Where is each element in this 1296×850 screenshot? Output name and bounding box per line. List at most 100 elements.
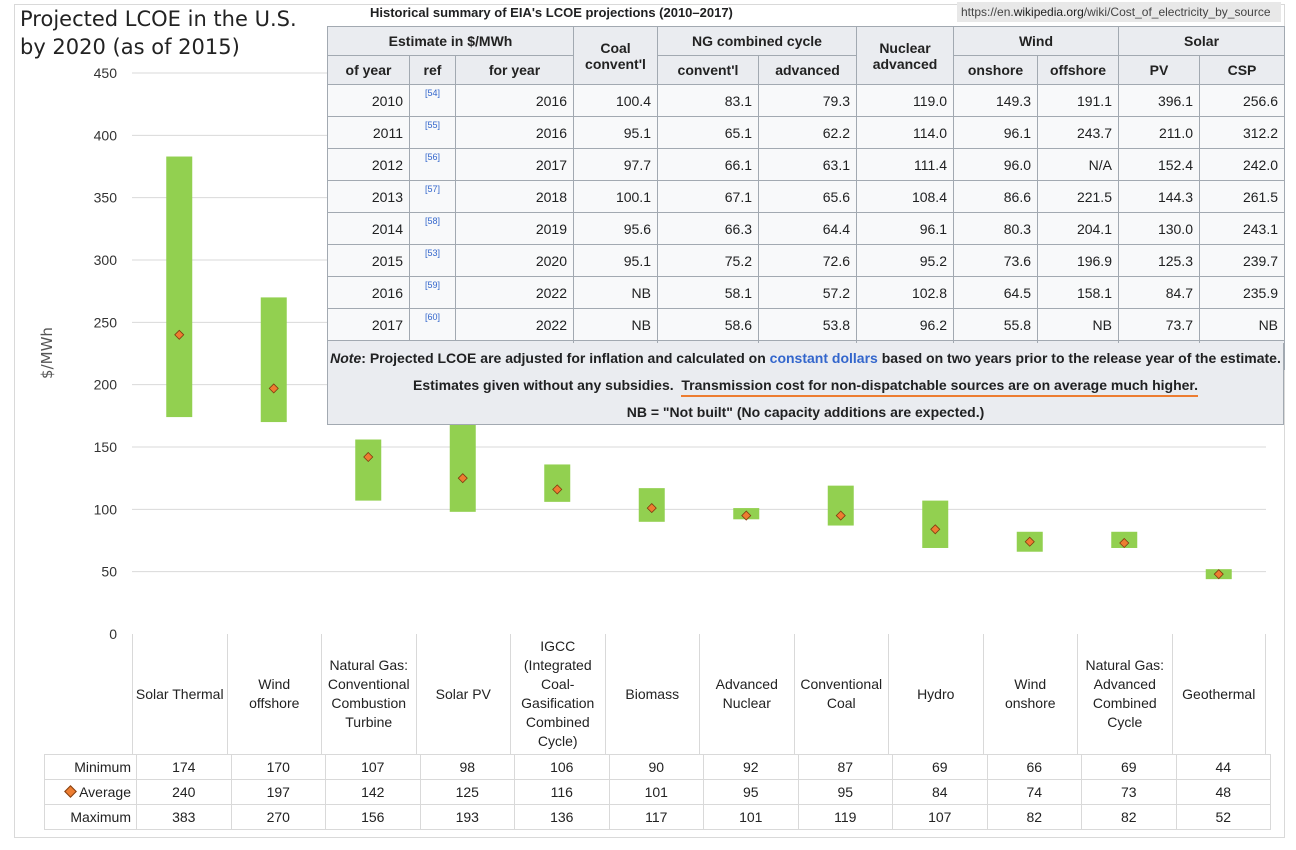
y-tick-label: 350 — [94, 190, 118, 206]
stats-cell: 170 — [230, 754, 326, 780]
header-onshore: onshore — [953, 55, 1038, 85]
reference-link[interactable]: [60] — [409, 308, 456, 341]
stats-cell: 125 — [419, 779, 515, 805]
table-cell: NB — [573, 308, 658, 341]
table-cell: 152.4 — [1118, 148, 1200, 181]
page-title: Projected LCOE in the U.S. by 2020 (as o… — [20, 5, 320, 61]
stats-cell: 270 — [230, 804, 326, 830]
table-cell: N/A — [1037, 148, 1119, 181]
y-tick-label: 300 — [94, 252, 118, 268]
reference-link[interactable]: [53] — [409, 244, 456, 277]
table-cell: NB — [1198, 308, 1286, 341]
average-marker — [1119, 537, 1130, 549]
reference-link[interactable]: [54] — [409, 84, 456, 117]
category-label-line: Conventional — [800, 676, 883, 692]
table-cell: 97.7 — [573, 148, 658, 181]
table-cell: 2022 — [455, 308, 574, 341]
category-label: Advanced Nuclear — [699, 634, 794, 754]
header-wind: Wind — [953, 26, 1119, 56]
header-pv: PV — [1118, 55, 1200, 85]
note-line-1: Note: Projected LCOE are adjusted for in… — [328, 343, 1283, 370]
range-bar — [544, 464, 571, 502]
reference-link[interactable]: [55] — [409, 116, 456, 149]
wiki-table-heading: Historical summary of EIA's LCOE project… — [370, 5, 733, 20]
stats-table: Minimum 174 170 107 98 106 90 92 87 69 66 69 44 Avera… — [44, 754, 1271, 830]
table-cell: 2019 — [455, 212, 574, 245]
url-prefix: https://en. — [961, 5, 1014, 19]
table-cell: 2012 — [327, 148, 410, 181]
table-cell: 242.0 — [1198, 148, 1286, 181]
y-tick-label: 450 — [94, 65, 118, 81]
stats-cell: 73 — [1081, 779, 1177, 805]
table-cell: 108.4 — [856, 180, 954, 213]
reference-link[interactable]: [57] — [409, 180, 456, 213]
note-text-2: based on two years prior to the release … — [877, 350, 1281, 366]
header-ng: NG combined cycle — [657, 26, 857, 56]
table-cell: 73.7 — [1118, 308, 1200, 341]
stats-cell: 44 — [1175, 754, 1271, 780]
table-cell: 64.5 — [953, 276, 1038, 309]
header-for-year: for year — [455, 55, 574, 85]
stats-cell: 69 — [1081, 754, 1177, 780]
table-cell: 204.1 — [1037, 212, 1119, 245]
category-label-line: Gasification — [521, 695, 595, 711]
url-suffix: /wiki/Cost_of_electricity_by_source — [1083, 5, 1271, 19]
constant-dollars-link[interactable]: constant dollars — [769, 350, 878, 366]
stats-cell: 74 — [986, 779, 1082, 805]
category-label: Hydro — [888, 634, 983, 754]
stats-row-label: Maximum — [44, 804, 137, 830]
stats-cell: 82 — [1081, 804, 1177, 830]
table-cell: 95.6 — [573, 212, 658, 245]
range-bar — [355, 439, 382, 501]
average-marker — [268, 383, 279, 394]
table-cell: 114.0 — [856, 116, 954, 149]
stats-row: Minimum 174 170 107 98 106 90 92 87 69 66 69 44 — [44, 754, 1271, 780]
table-cell: 57.2 — [758, 276, 857, 309]
category-label-line: offshore — [249, 695, 300, 711]
stats-cell: 116 — [514, 779, 610, 805]
reference-link[interactable]: [58] — [409, 212, 456, 245]
lcoe-projection-table: Estimate in $/MWh Coal convent'l NG comb… — [327, 26, 1286, 370]
stats-row-name: Maximum — [70, 809, 131, 825]
stats-cell: 95 — [797, 779, 893, 805]
table-row: 2011 [55] 2016 95.1 65.1 62.2 114.0 96.1 243.7 21… — [327, 116, 1286, 149]
table-cell: 63.1 — [758, 148, 857, 181]
category-label-line: Geothermal — [1182, 685, 1256, 702]
table-cell: 66.3 — [657, 212, 759, 245]
category-label-line: Biomass — [625, 685, 680, 702]
stats-cell: 92 — [703, 754, 799, 780]
y-tick-label: 100 — [94, 501, 118, 517]
table-cell: 73.6 — [953, 244, 1038, 277]
category-label-line: Advanced — [1093, 676, 1156, 692]
title-line-2: by 2020 (as of 2015) — [20, 35, 240, 59]
stats-cell: 101 — [703, 804, 799, 830]
table-cell: 96.0 — [953, 148, 1038, 181]
reference-link[interactable]: [56] — [409, 148, 456, 181]
table-cell: 67.1 — [657, 180, 759, 213]
note-label: Note — [330, 350, 362, 366]
table-cell: 396.1 — [1118, 84, 1200, 117]
table-cell: 75.2 — [657, 244, 759, 277]
table-cell: 58.6 — [657, 308, 759, 341]
table-cell: 196.9 — [1037, 244, 1119, 277]
stats-cell: 197 — [230, 779, 326, 805]
reference-link[interactable]: [59] — [409, 276, 456, 309]
source-url[interactable]: https://en.wikipedia.org/wiki/Cost_of_el… — [957, 2, 1281, 22]
table-cell: 243.7 — [1037, 116, 1119, 149]
y-tick-label: 50 — [101, 564, 117, 580]
table-cell: 72.6 — [758, 244, 857, 277]
category-label-line: Solar PV — [435, 685, 491, 702]
header-nuclear: Nuclear advanced — [856, 26, 954, 85]
y-axis-ticks: 0 50 100 150 200 250 300 350 400 450 — [94, 65, 118, 642]
y-tick-label: 150 — [94, 439, 118, 455]
table-cell: 79.3 — [758, 84, 857, 117]
table-cell: 191.1 — [1037, 84, 1119, 117]
stats-row-label: Minimum — [44, 754, 137, 780]
table-row: 2013 [57] 2018 100.1 67.1 65.6 108.4 86.6 221.5 1… — [327, 180, 1286, 213]
table-cell: 64.4 — [758, 212, 857, 245]
category-label: Solar Thermal — [132, 634, 227, 754]
stats-cell: 52 — [1175, 804, 1271, 830]
url-domain: wikipedia.org — [1013, 5, 1084, 19]
table-cell: 2018 — [455, 180, 574, 213]
category-label-line: Wind — [1014, 676, 1047, 692]
